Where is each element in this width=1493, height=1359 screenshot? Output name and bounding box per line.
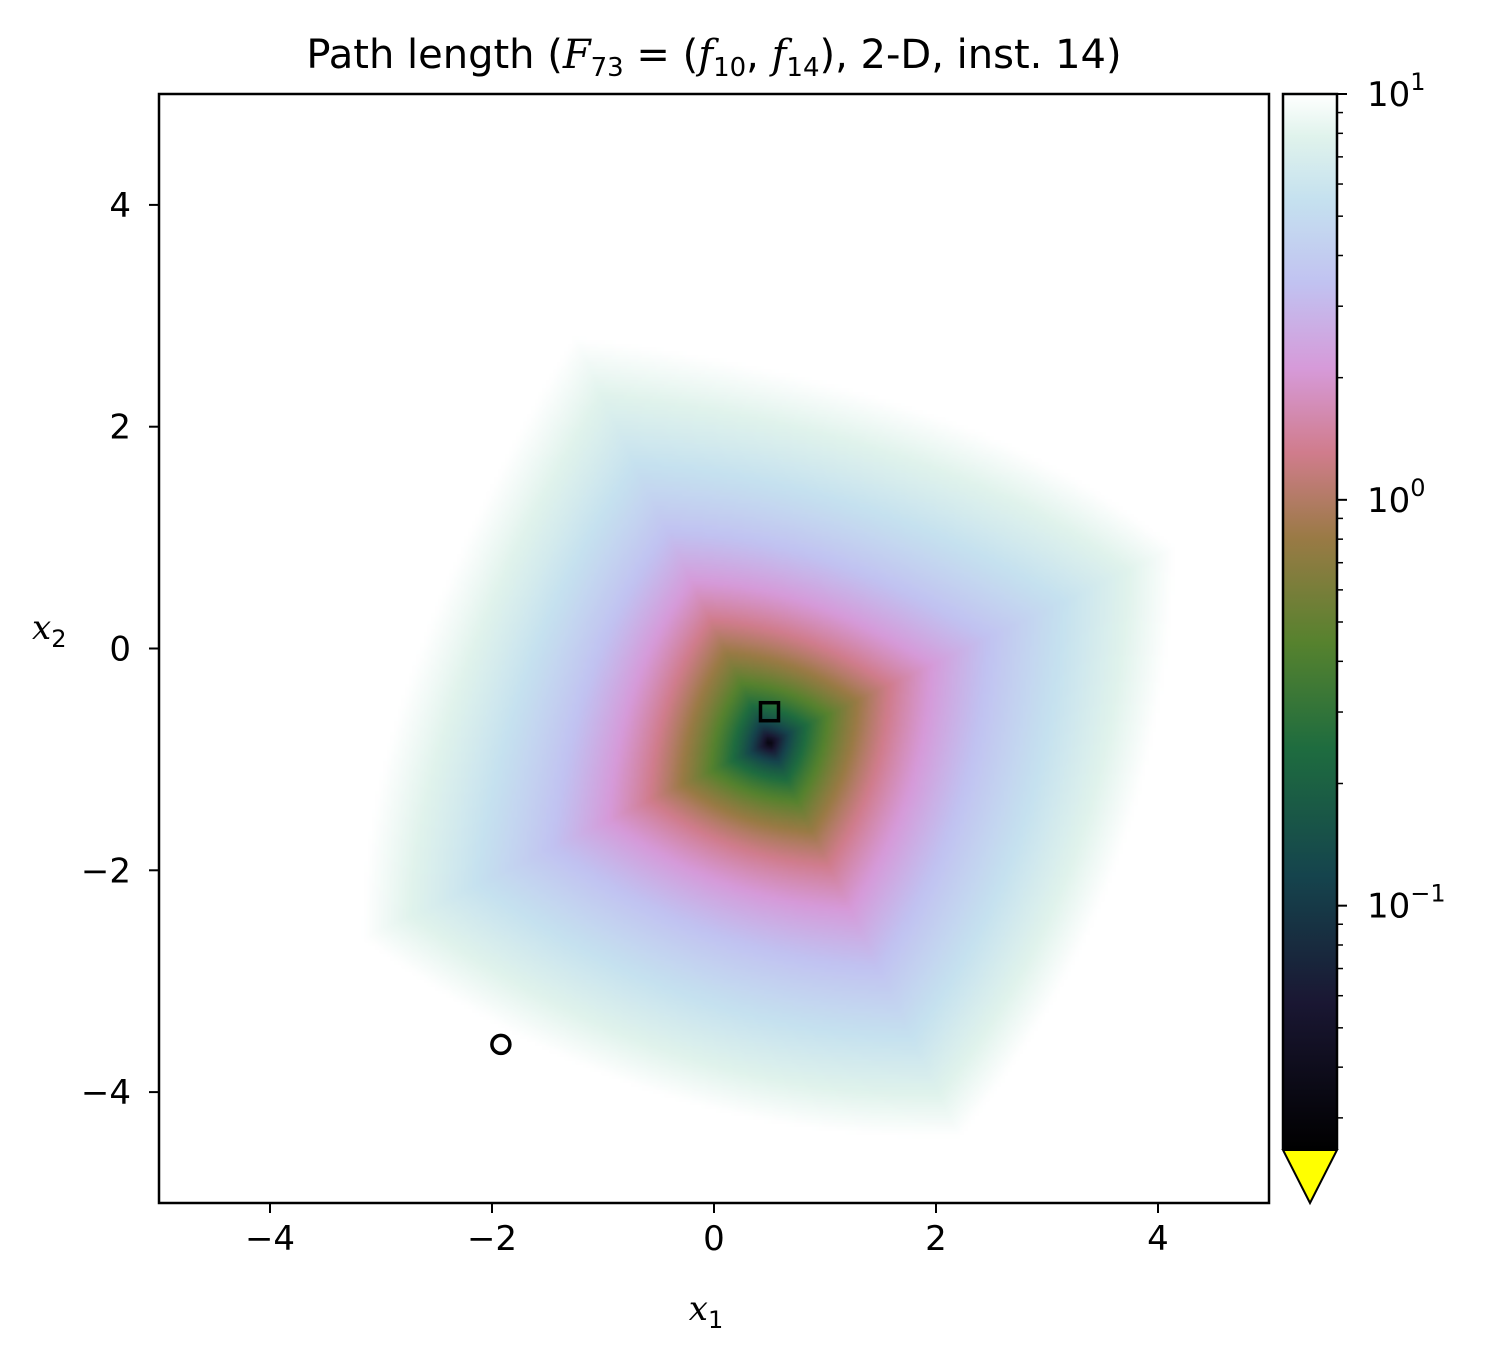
y-tick-label: 2 xyxy=(109,408,131,448)
x-axis-label: x1 xyxy=(689,1289,723,1334)
y-tick-label: 0 xyxy=(109,630,131,670)
colorbar-body xyxy=(1283,94,1337,1150)
y-tick-label: 4 xyxy=(109,186,131,226)
y-axis-label: x2 xyxy=(32,608,66,653)
colorbar-under-extension xyxy=(1281,1149,1339,1206)
x-axis: −4 −2 0 2 4 xyxy=(245,1203,1169,1259)
chart-title: Path length (F73 = (f10, f14), 2-D, inst… xyxy=(306,32,1121,83)
colorbar-ticks: 101 100 10−1 xyxy=(1337,68,1446,1119)
y-tick-label: −4 xyxy=(81,1073,131,1113)
colorbar-tick-label: 101 xyxy=(1367,68,1426,115)
x-tick-label: 0 xyxy=(703,1219,725,1259)
heatmap-image xyxy=(159,94,1269,1203)
x-tick-label: 4 xyxy=(1147,1219,1169,1259)
plot-area xyxy=(159,94,1269,1203)
markers-layer xyxy=(490,700,781,1056)
y-tick-label: −2 xyxy=(81,851,131,891)
x-tick-label: −4 xyxy=(245,1219,295,1259)
colorbar: 101 100 10−1 xyxy=(1281,68,1446,1206)
square-marker xyxy=(758,700,781,723)
circle-marker xyxy=(490,1033,512,1056)
x-tick-label: −2 xyxy=(467,1219,517,1259)
colorbar-tick-label: 10−1 xyxy=(1367,880,1446,927)
x-tick-label: 2 xyxy=(925,1219,947,1259)
colorbar-tick-label: 100 xyxy=(1367,474,1426,521)
y-axis: 4 2 0 −2 −4 xyxy=(81,186,159,1113)
